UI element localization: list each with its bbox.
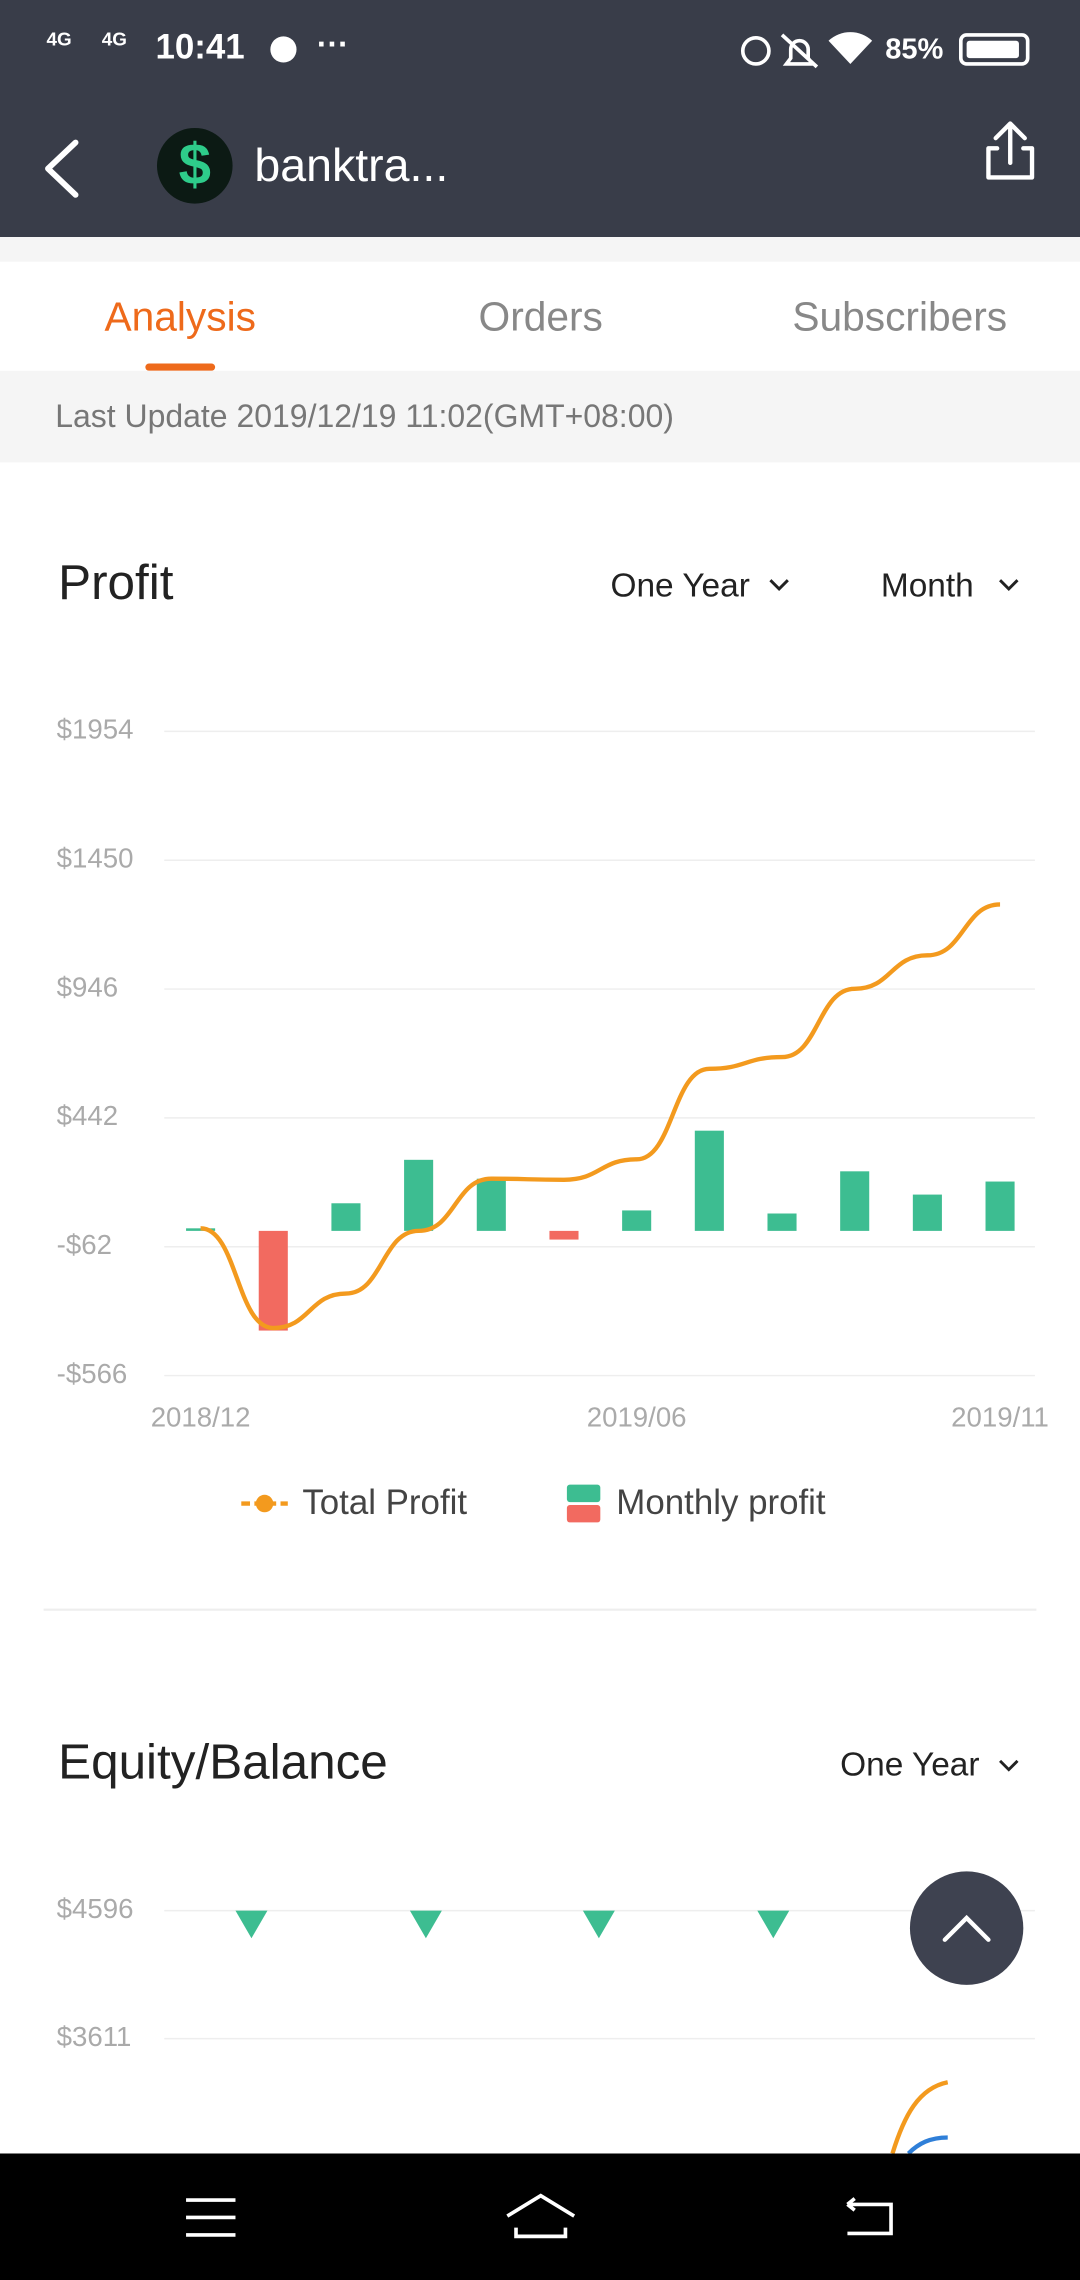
tab[interactable]: Analysis xyxy=(104,294,255,340)
wifi-icon xyxy=(828,32,873,64)
x-tick-label: 2019/06 xyxy=(587,1401,687,1432)
bar xyxy=(694,1130,724,1231)
avatar xyxy=(156,127,233,204)
x-tick-label: 2019/11 xyxy=(951,1401,1049,1432)
status-bar: 4G 4G 10:41 ··· 85% xyxy=(47,26,1030,69)
tab-bar: Analysis Orders Subscribers xyxy=(104,294,1007,371)
bar xyxy=(912,1194,942,1231)
y-tick-label: -$62 xyxy=(57,1229,112,1260)
x-tick-label: 2018/12 xyxy=(151,1401,251,1432)
share-button[interactable] xyxy=(986,121,1035,180)
battery-icon xyxy=(958,33,1030,66)
section-title: Equity/Balance xyxy=(58,1734,388,1789)
bar xyxy=(985,1181,1015,1231)
bar xyxy=(549,1230,579,1240)
equity-line xyxy=(890,2080,949,2155)
more-icon: ··· xyxy=(317,26,349,62)
home-button[interactable] xyxy=(506,2193,576,2239)
line xyxy=(200,902,1001,1331)
alarm-icon xyxy=(740,35,771,66)
bar xyxy=(331,1203,361,1231)
scroll-top-icon xyxy=(942,1914,991,1942)
bar xyxy=(622,1210,652,1231)
header-title: banktra... xyxy=(254,139,448,191)
y-tick-label: $1450 xyxy=(57,843,134,874)
update-bar xyxy=(0,370,1080,463)
back-nav-button[interactable] xyxy=(846,2197,893,2236)
y-tick-label: $1954 xyxy=(57,714,134,745)
balance-line xyxy=(906,2135,948,2156)
legend-swatch xyxy=(566,1504,601,1523)
tab[interactable]: Orders xyxy=(479,294,603,340)
bar xyxy=(476,1178,506,1231)
scroll-top-button[interactable] xyxy=(909,1871,1024,1985)
avatar-glyph: $ xyxy=(179,132,211,197)
y-tick-label: $442 xyxy=(57,1100,118,1131)
legend-label: Total Profit xyxy=(302,1483,467,1522)
bar xyxy=(840,1171,870,1231)
bar xyxy=(767,1213,797,1231)
tab-indicator xyxy=(145,363,216,371)
deposit-marker xyxy=(582,1910,615,1939)
equity-chart: $4596 $3611 xyxy=(57,1893,1035,2052)
dropdown[interactable]: One Year xyxy=(840,1747,979,1784)
y-tick-label: $946 xyxy=(57,971,118,1002)
section-title: Profit xyxy=(58,555,174,610)
bar xyxy=(258,1230,288,1331)
divider xyxy=(0,237,1080,262)
profit-chart: -$566 -$62 $442 $946 $1450 $1954 2018/12 2019/0… xyxy=(57,714,1049,1523)
deposit-marker xyxy=(409,1910,442,1939)
legend-swatch xyxy=(255,1494,274,1513)
menu-button[interactable] xyxy=(186,2198,236,2237)
tab[interactable]: Subscribers xyxy=(792,294,1007,340)
y-tick-label: $4596 xyxy=(57,1893,134,1924)
dropdown[interactable]: One Year xyxy=(610,567,749,604)
last-update: Last Update 2019/12/19 11:02(GMT+08:00) xyxy=(55,398,674,434)
y-tick-label: -$566 xyxy=(57,1358,128,1389)
battery-level: 85% xyxy=(885,34,943,66)
y-tick-label: $3611 xyxy=(57,2021,132,2052)
legend-label: Monthly profit xyxy=(616,1483,826,1522)
network-label: 4G xyxy=(47,30,72,51)
deposit-marker xyxy=(757,1910,790,1939)
deposit-markers xyxy=(235,1910,790,1939)
nav-bar xyxy=(0,2153,1080,2280)
dropdown-arrow xyxy=(999,579,1019,591)
clock: 10:41 xyxy=(156,28,245,67)
telegram-icon xyxy=(270,36,297,63)
mute-icon xyxy=(780,33,819,69)
dropdown-arrow xyxy=(999,1759,1019,1772)
battery-fill xyxy=(966,40,1019,59)
network-label: 4G xyxy=(102,30,127,51)
deposit-marker xyxy=(235,1910,268,1939)
back-button[interactable] xyxy=(45,139,79,198)
legend-swatch xyxy=(566,1484,601,1503)
bar xyxy=(404,1159,434,1231)
nav-buttons xyxy=(186,2193,893,2239)
dropdown[interactable]: Month xyxy=(881,567,974,604)
dropdown-arrow xyxy=(769,579,789,591)
